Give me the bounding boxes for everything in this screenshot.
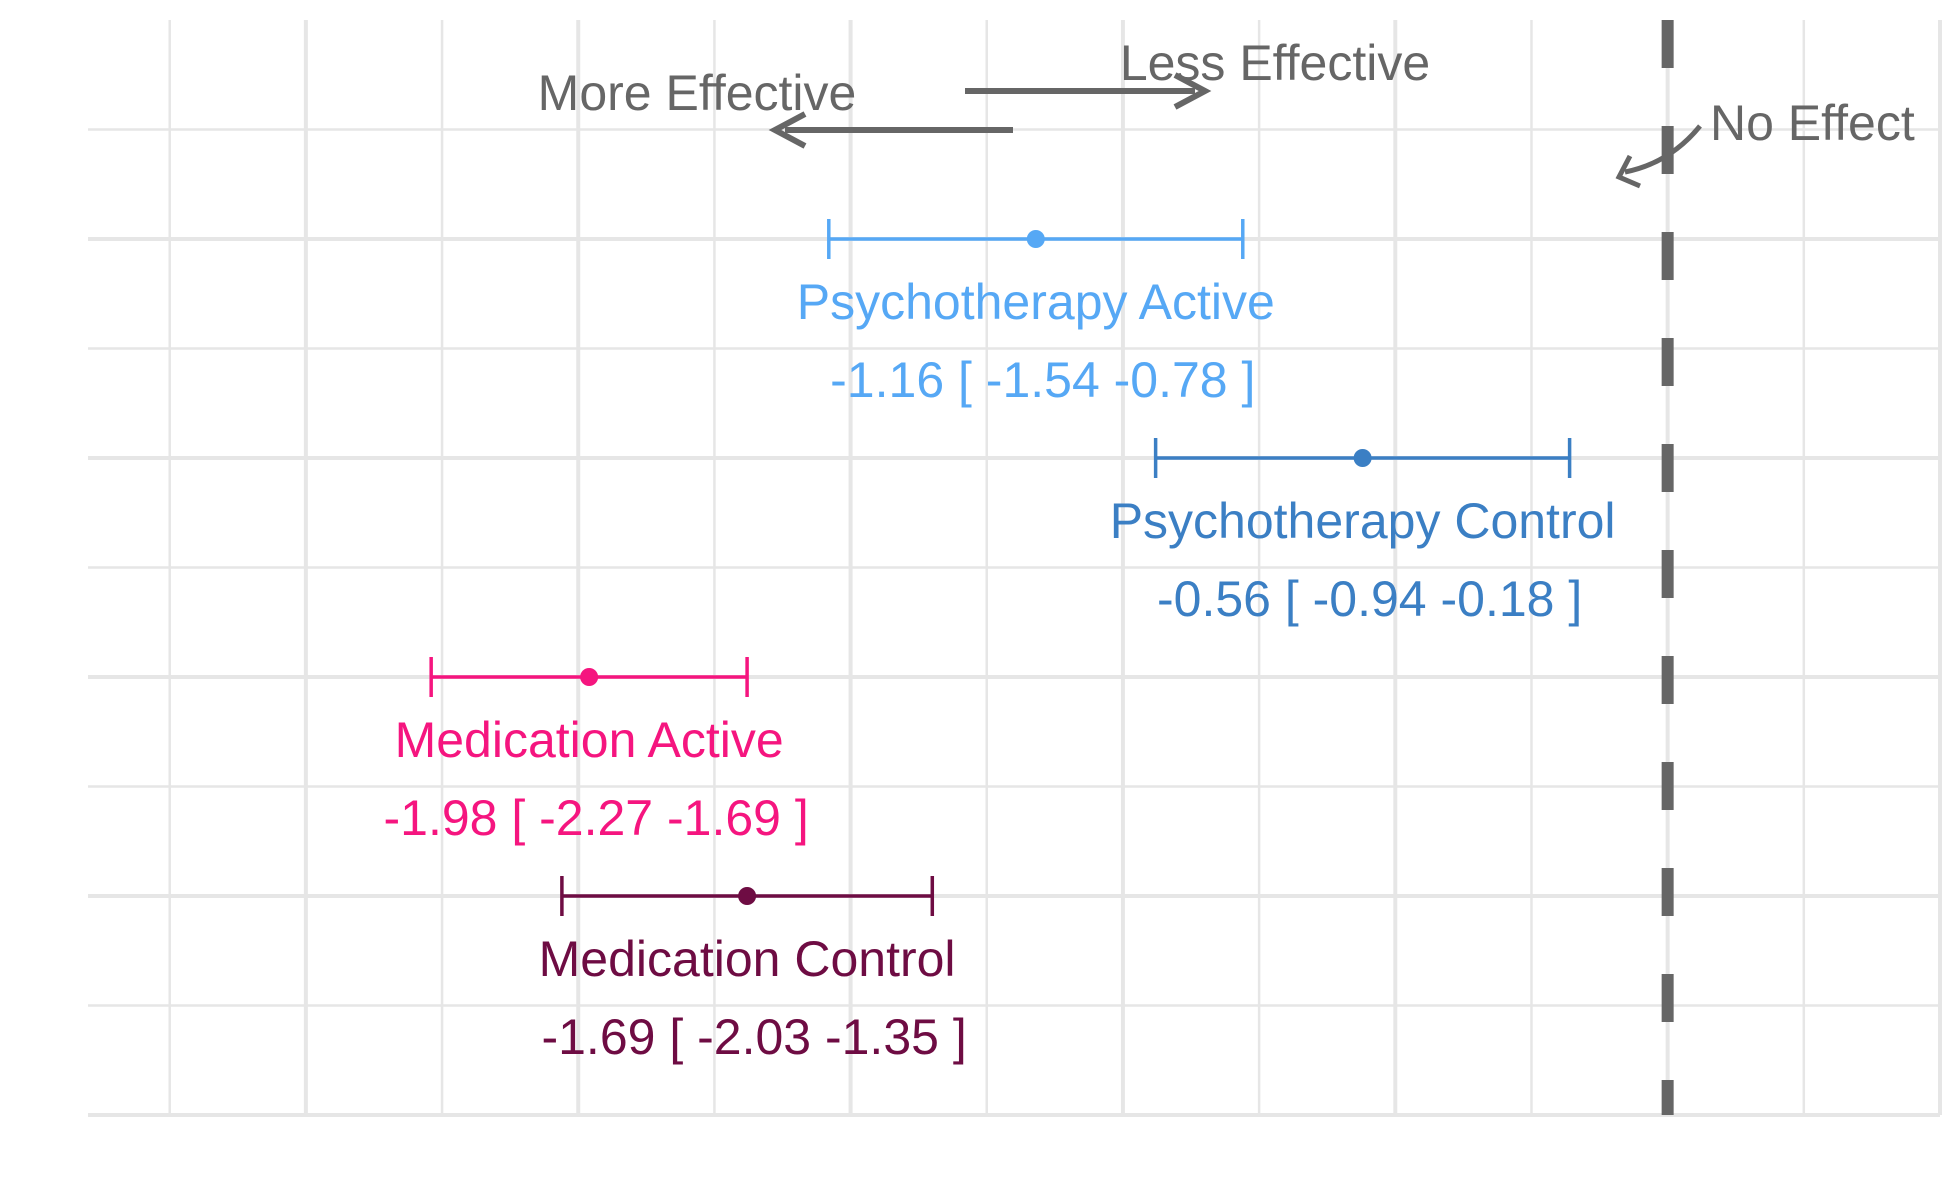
- ci-value-label: -1.69 [ -2.03 -1.35 ]: [541, 1009, 966, 1065]
- series-name-label: Medication Active: [395, 712, 784, 768]
- point-estimate: [738, 887, 757, 905]
- no-effect-arrow: [1615, 124, 1702, 189]
- estimate-row: Psychotherapy Active -1.16 [ -1.54 -0.78 …: [797, 219, 1275, 408]
- estimate-marks: Psychotherapy Active -1.16 [ -1.54 -0.78 …: [384, 219, 1616, 1065]
- more-effective-arrow: [768, 111, 1013, 149]
- point-estimate: [1026, 230, 1045, 248]
- estimate-row: Medication Control -1.69 [ -2.03 -1.35 ]: [539, 876, 967, 1065]
- estimate-row: Medication Active -1.98 [ -2.27 -1.69 ]: [384, 657, 809, 846]
- estimate-row: Psychotherapy Control -0.56 [ -0.94 -0.18…: [1110, 438, 1616, 627]
- less-effective-arrow: [965, 72, 1212, 110]
- point-estimate: [1353, 449, 1372, 467]
- series-name-label: Medication Control: [539, 931, 956, 987]
- point-estimate: [580, 668, 599, 686]
- series-name-label: Psychotherapy Active: [797, 274, 1275, 330]
- ci-value-label: -1.16 [ -1.54 -0.78 ]: [830, 352, 1255, 408]
- grid-lines: [88, 20, 1942, 1117]
- more-effective-label: More Effective: [538, 65, 857, 121]
- no-effect-label: No Effect: [1710, 95, 1915, 151]
- ci-value-label: -1.98 [ -2.27 -1.69 ]: [384, 790, 809, 846]
- less-effective-label: Less Effective: [1120, 35, 1430, 91]
- series-name-label: Psychotherapy Control: [1110, 493, 1616, 549]
- ci-value-label: -0.56 [ -0.94 -0.18 ]: [1157, 571, 1582, 627]
